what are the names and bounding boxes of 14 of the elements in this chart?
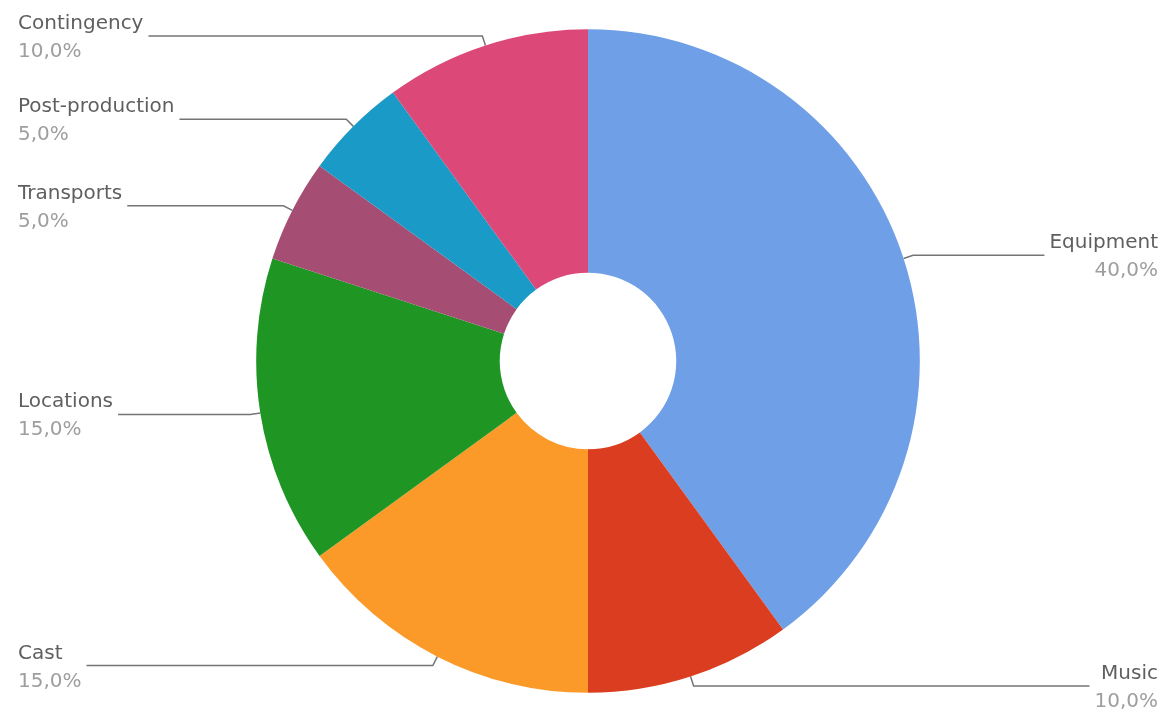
slice-label: Contingency [18,9,144,34]
data-label: 10,0% [1094,688,1158,713]
data-label: 5,0% [18,207,69,232]
slice-label: Locations [18,388,114,413]
data-label: 5,0% [18,121,69,146]
slice-label: Post-production [18,93,175,118]
slice-label: Transports [17,179,123,204]
slice-label: Cast [18,639,63,664]
data-label: 15,0% [18,667,82,692]
data-label: 10,0% [18,37,82,62]
data-label: 15,0% [18,416,82,441]
data-label: 40,0% [1094,257,1158,282]
slice-label: Music [1101,660,1158,685]
slice-label: Equipment [1049,229,1159,254]
